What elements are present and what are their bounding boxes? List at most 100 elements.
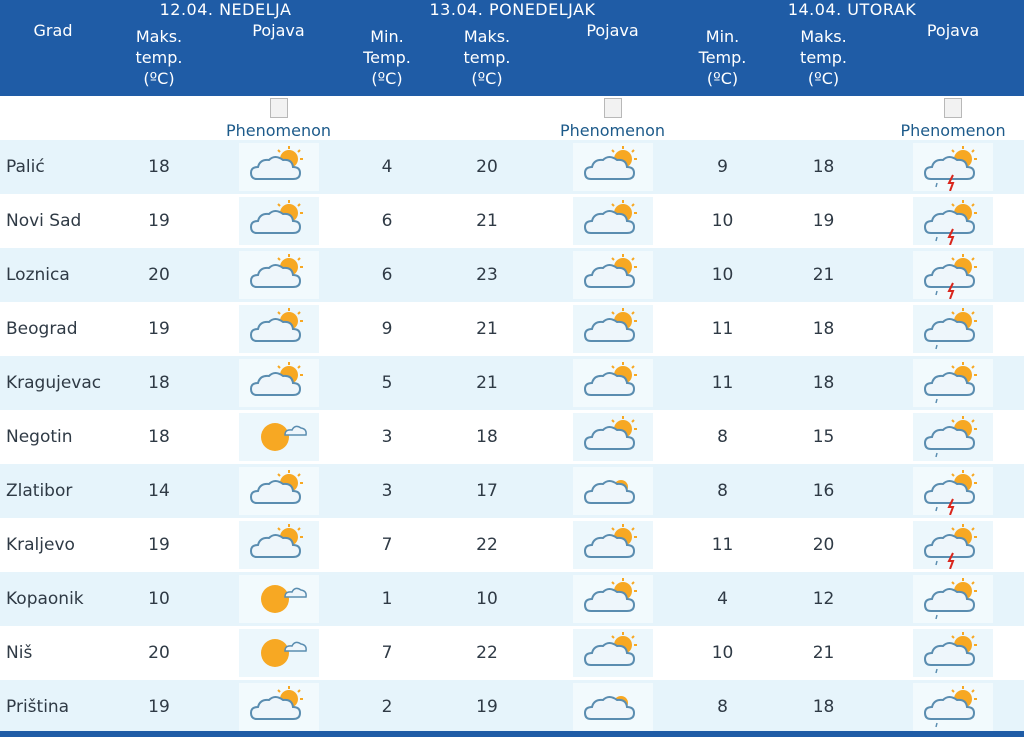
date-header-row: 12.04. NEDELJA 13.04. PONEDELJAK 14.04. …	[0, 0, 1024, 20]
weather-icon-cell	[882, 194, 1024, 248]
temp-value: 20	[106, 626, 212, 680]
table-row: Negotin 18 3 18 8 15	[0, 410, 1024, 464]
table-row: Novi Sad 19 6 21 10 19	[0, 194, 1024, 248]
weather-icon-cell	[545, 572, 681, 626]
weather-icon-cell	[882, 248, 1024, 302]
temp-value: 3	[345, 464, 429, 518]
city-name: Zlatibor	[0, 464, 106, 518]
temp-value: 5	[345, 356, 429, 410]
temp-value: 4	[345, 140, 429, 194]
temp-value: 18	[765, 356, 883, 410]
temp-value: 21	[429, 356, 545, 410]
temp-value: 19	[106, 302, 212, 356]
weather-icon-cell	[882, 626, 1024, 680]
temp-value: 1	[345, 572, 429, 626]
city-name: Beograd	[0, 302, 106, 356]
weather-icon-cell	[545, 302, 681, 356]
light-rain-icon	[913, 359, 994, 407]
temp-value: 18	[429, 410, 545, 464]
temp-value: 21	[429, 302, 545, 356]
weather-icon-cell	[882, 680, 1024, 734]
city-name: Priština	[0, 680, 106, 734]
temp-value: 18	[765, 302, 883, 356]
broken-image-icon	[944, 98, 963, 118]
thunderstorm-icon	[913, 197, 994, 245]
thunderstorm-icon	[913, 251, 994, 299]
city-name: Kragujevac	[0, 356, 106, 410]
temp-value: 11	[680, 356, 766, 410]
temp-value: 11	[680, 518, 766, 572]
weather-icon-cell	[545, 248, 681, 302]
partly-cloudy-icon	[238, 197, 319, 245]
cloudy-icon	[572, 467, 653, 515]
weather-icon-cell	[212, 356, 345, 410]
partly-cloudy-icon	[572, 413, 653, 461]
temp-value: 9	[680, 140, 766, 194]
city-name: Novi Sad	[0, 194, 106, 248]
temp-value: 19	[765, 194, 883, 248]
col-d3-min: Min. Temp. (ºC)	[680, 20, 766, 96]
column-header-row: Grad Maks. temp. (ºC) Pojava Min. Temp. (ºC)…	[0, 20, 1024, 96]
temp-value: 19	[106, 680, 212, 734]
temp-value: 21	[429, 194, 545, 248]
partly-cloudy-icon	[238, 251, 319, 299]
temp-value: 10	[429, 572, 545, 626]
city-name: Negotin	[0, 410, 106, 464]
thunderstorm-icon	[913, 467, 994, 515]
weather-icon-cell	[212, 572, 345, 626]
col-d2-min: Min. Temp. (ºC)	[345, 20, 429, 96]
partly-cloudy-icon	[238, 359, 319, 407]
broken-image-icon	[603, 98, 622, 118]
weather-icon-cell	[212, 140, 345, 194]
city-name: Kraljevo	[0, 518, 106, 572]
weather-icon-cell	[212, 248, 345, 302]
city-name: Kopaonik	[0, 572, 106, 626]
temp-value: 18	[106, 410, 212, 464]
footer-bar	[0, 731, 1024, 737]
weather-icon-cell	[212, 464, 345, 518]
weather-icon-cell	[882, 356, 1024, 410]
phenomenon-label: Phenomenon	[559, 121, 666, 140]
partly-cloudy-icon	[572, 197, 653, 245]
temp-value: 18	[106, 356, 212, 410]
partly-cloudy-icon	[572, 575, 653, 623]
temp-value: 4	[680, 572, 766, 626]
mostly-sunny-icon	[238, 413, 319, 461]
temp-value: 20	[765, 518, 883, 572]
weather-icon-cell	[212, 302, 345, 356]
weather-icon-cell	[882, 464, 1024, 518]
mostly-sunny-icon	[238, 629, 319, 677]
temp-value: 18	[765, 680, 883, 734]
temp-value: 10	[680, 248, 766, 302]
partly-cloudy-icon	[572, 521, 653, 569]
temp-value: 19	[106, 518, 212, 572]
temp-value: 12	[765, 572, 883, 626]
phenomenon-label: Phenomenon	[900, 121, 1006, 140]
light-rain-icon	[913, 575, 994, 623]
weather-icon-cell	[212, 680, 345, 734]
temp-value: 7	[345, 626, 429, 680]
col-grad: Grad	[0, 20, 106, 96]
table-row: Palić 18 4 20 9 18	[0, 140, 1024, 194]
col-d3-pojava: Pojava	[882, 20, 1024, 96]
weather-icon-cell	[545, 194, 681, 248]
weather-icon-cell	[882, 410, 1024, 464]
partly-cloudy-icon	[238, 467, 319, 515]
partly-cloudy-icon	[572, 629, 653, 677]
weather-icon-cell	[545, 356, 681, 410]
weather-icon-cell	[212, 626, 345, 680]
day-1-date: 12.04. NEDELJA	[106, 0, 345, 20]
temp-value: 20	[429, 140, 545, 194]
table-row: Kragujevac 18 5 21 11 18	[0, 356, 1024, 410]
weather-icon-cell	[882, 302, 1024, 356]
temp-value: 6	[345, 248, 429, 302]
temp-value: 20	[106, 248, 212, 302]
temp-value: 15	[765, 410, 883, 464]
temp-value: 10	[106, 572, 212, 626]
light-rain-icon	[913, 305, 994, 353]
partly-cloudy-icon	[572, 251, 653, 299]
partly-cloudy-icon	[238, 683, 319, 731]
temp-value: 3	[345, 410, 429, 464]
cloudy-icon	[572, 683, 653, 731]
